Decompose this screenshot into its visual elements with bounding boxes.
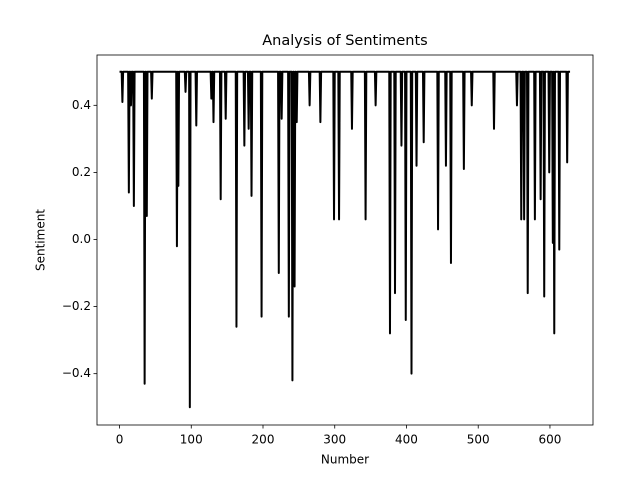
x-tick-label: 300 bbox=[323, 433, 346, 447]
y-tick-label: −0.2 bbox=[62, 299, 91, 313]
y-tick-label: 0.2 bbox=[72, 165, 91, 179]
x-tick-label: 600 bbox=[539, 433, 562, 447]
x-tick-label: 0 bbox=[116, 433, 124, 447]
x-tick-label: 400 bbox=[395, 433, 418, 447]
x-tick-label: 100 bbox=[180, 433, 203, 447]
plot-frame bbox=[96, 54, 594, 426]
data-line bbox=[119, 70, 571, 409]
x-axis-label: Number bbox=[321, 453, 369, 467]
x-tick-label: 200 bbox=[252, 433, 275, 447]
y-tick-label: −0.4 bbox=[62, 366, 91, 380]
chart-title: Analysis of Sentiments bbox=[262, 33, 427, 49]
y-tick-label: 0.0 bbox=[72, 232, 91, 246]
y-axis-label: Sentiment bbox=[34, 209, 48, 271]
x-tick-label: 500 bbox=[467, 433, 490, 447]
y-tick-label: 0.4 bbox=[72, 98, 91, 112]
